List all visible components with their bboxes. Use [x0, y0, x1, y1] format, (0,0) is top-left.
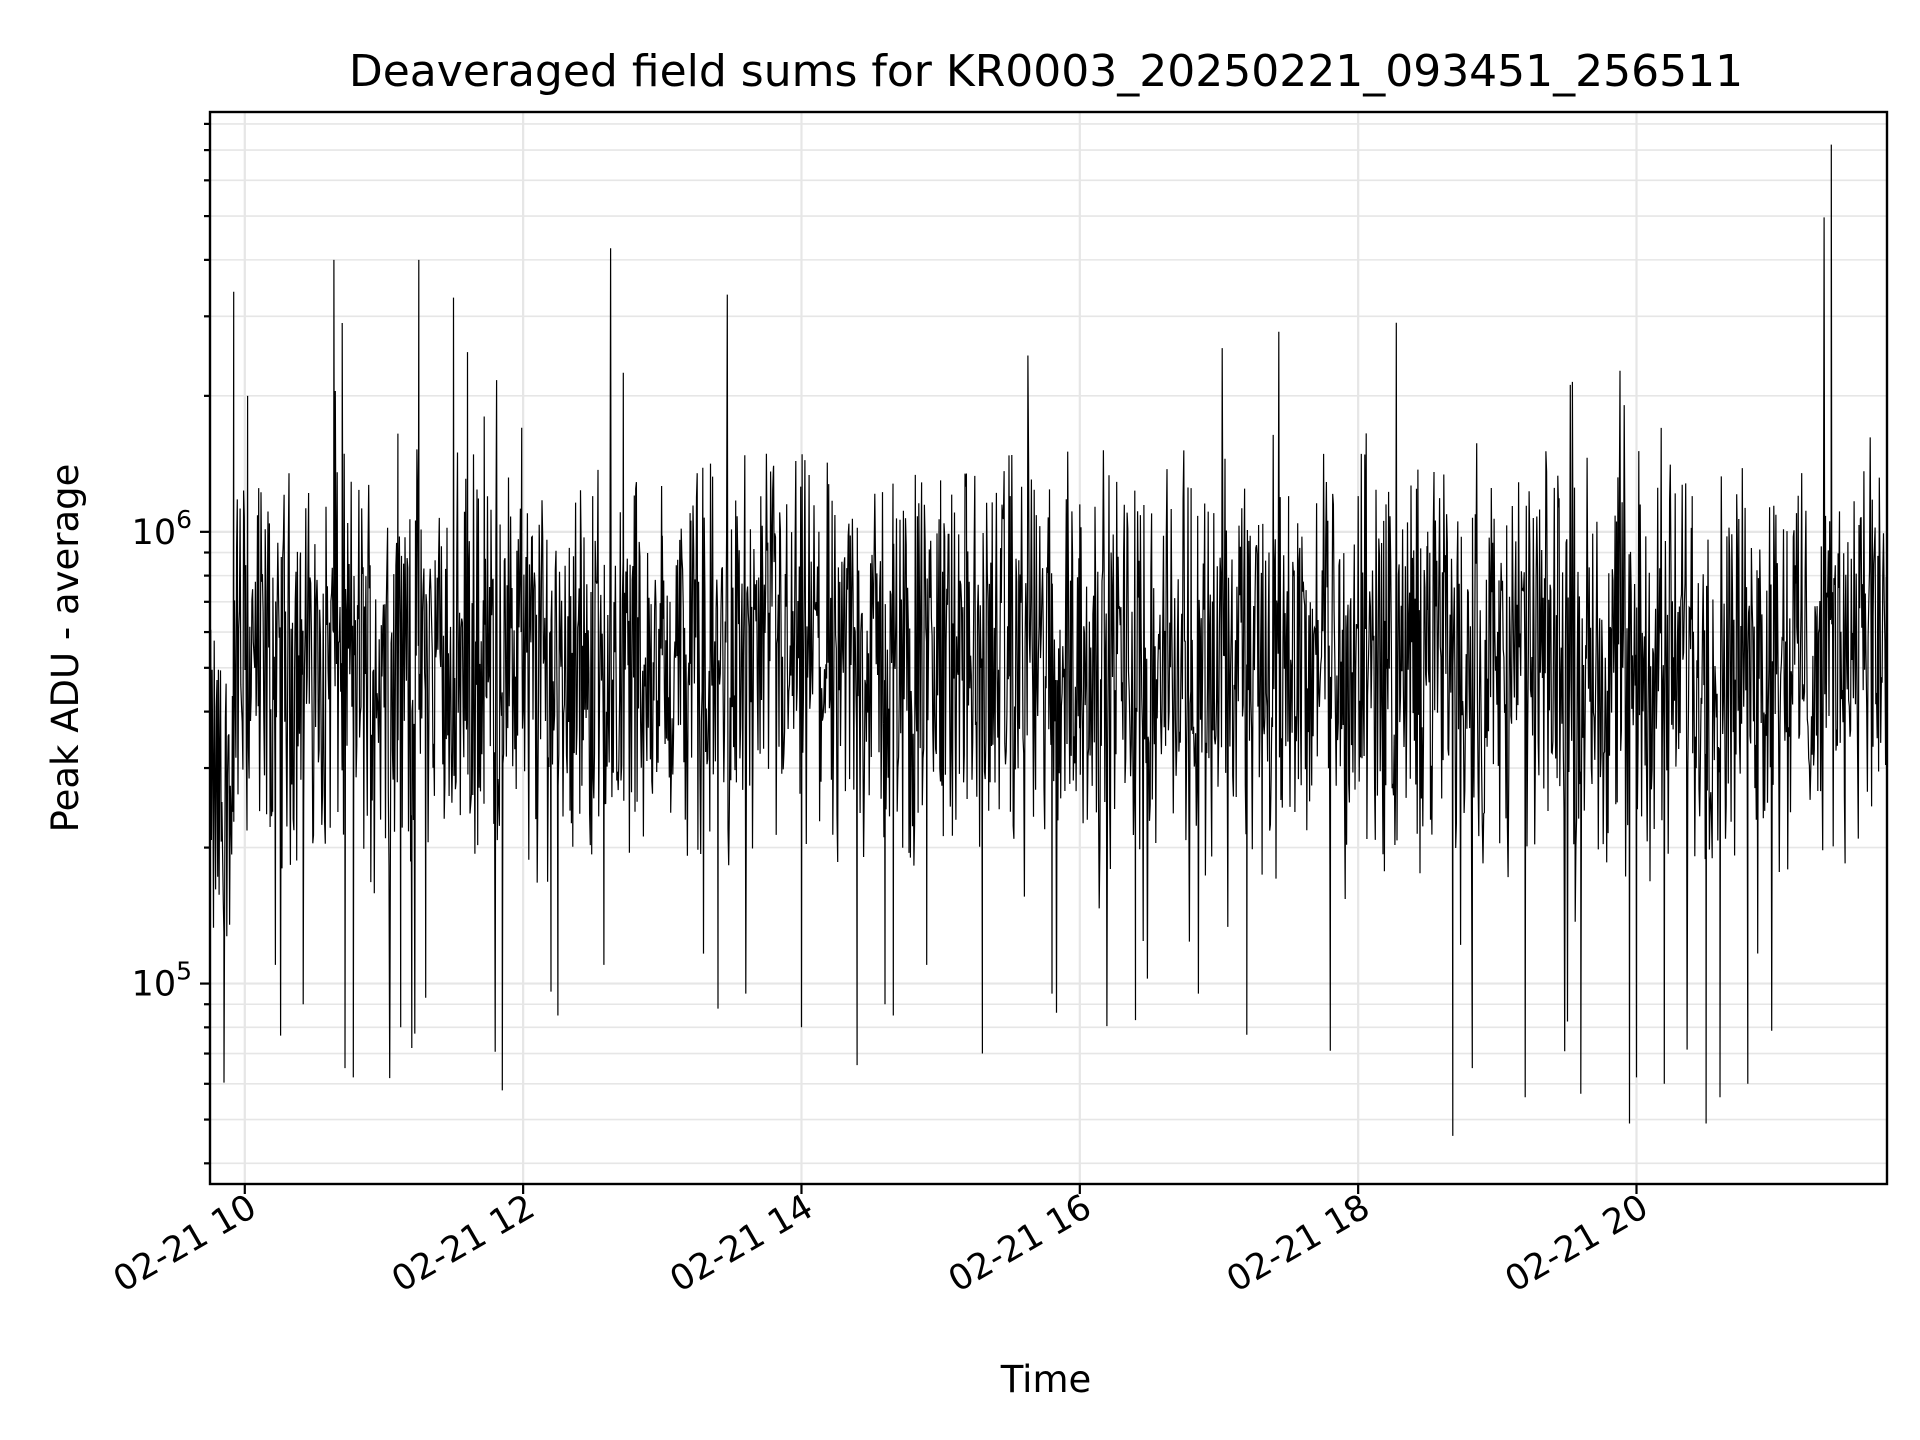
x-tick-label: 02-21 14	[664, 1187, 820, 1300]
chart-title: Deaveraged field sums for KR0003_2025022…	[349, 46, 1743, 97]
series-line	[209, 144, 1888, 1136]
x-tick-label: 02-21 18	[1220, 1187, 1376, 1300]
y-axis-label: Peak ADU - average	[44, 464, 87, 833]
x-axis-label: Time	[1000, 1358, 1092, 1401]
x-tick-label: 02-21 16	[942, 1187, 1098, 1300]
x-tick-label: 02-21 10	[107, 1187, 263, 1300]
x-axis-ticks: 02-21 10 02-21 12 02-21 14 02-21 16 02-21 18…	[107, 1184, 1655, 1300]
x-tick-label: 02-21 12	[385, 1187, 541, 1300]
y-axis-ticks: 105 106	[132, 122, 210, 1165]
y-tick-label: 105	[132, 957, 192, 1005]
data-series	[209, 144, 1888, 1136]
x-tick-label: 02-21 20	[1499, 1187, 1655, 1300]
y-tick-label: 106	[132, 505, 192, 553]
plot-frame	[208, 110, 1889, 1186]
